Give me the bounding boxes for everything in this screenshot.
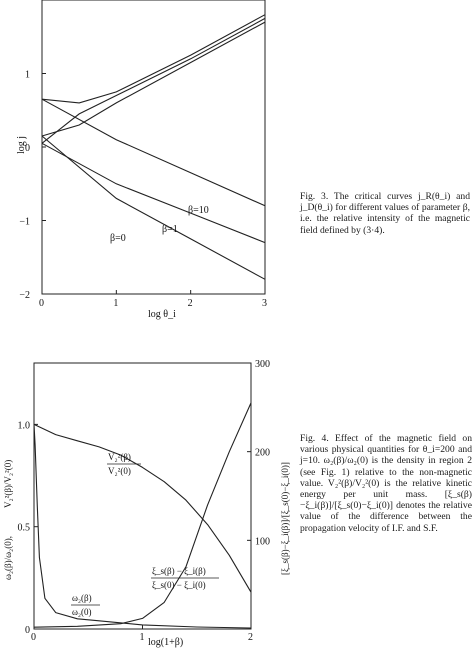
x-tick-label: 0: [39, 298, 44, 309]
figure4-xlabel: log(1+β): [148, 637, 183, 648]
figure4-curve-1: [33, 424, 252, 629]
label-xi-denominator: ξ_s(0) − ξ_i(0): [152, 580, 206, 590]
x-tick-label: 2: [188, 298, 193, 309]
figure3-ylabel: log j: [16, 136, 27, 154]
figure3-curve-2: [41, 135, 266, 280]
figure4-ylabel-left-bottom: ω₂(β)/ω₂(0),: [3, 536, 13, 580]
label-beta-0: β=0: [110, 233, 126, 244]
label-beta-1: β=1: [162, 224, 178, 235]
y-tick-label: −2: [19, 290, 30, 301]
figure4-caption-text: Fig. 4. Effect of the magnetic field on …: [300, 433, 472, 534]
figure3-curve-0: [41, 98, 266, 207]
y-left-tick-label: 0.5: [18, 523, 31, 534]
y-tick-label: 1: [25, 70, 30, 81]
figure3-curve-3: [41, 14, 266, 104]
x-tick-label: 0: [31, 632, 36, 643]
figure3-plot: 0 1 2 3 1 0 −1 −2 log j log θ_i β=10 β=1 β=0: [16, 0, 267, 320]
figure4-ylabel-left-top: V₂²(β)/V₂²(0): [3, 460, 13, 508]
x-tick-label: 2: [248, 632, 253, 643]
figure3-xlabel: log θ_i: [148, 309, 176, 320]
label-w-numerator: ω₂(β): [72, 593, 92, 603]
figure3-curve-4: [41, 17, 266, 144]
figure3-frame: [41, 0, 266, 295]
figure4-caption: Fig. 4. Effect of the magnetic field on …: [300, 433, 472, 534]
label-v-denominator: V₂²(0): [108, 466, 131, 476]
figure4-frame: [33, 362, 252, 630]
y-right-tick-label: 300: [255, 359, 270, 370]
x-tick-label: 3: [262, 298, 267, 309]
figure3-caption-text: Fig. 3. The critical curves j_R(θ_i) and…: [300, 191, 470, 236]
figure4-ylabel-right: [ξ_s(β)−ξ_i(β)]/[ξ_s(0)−ξ_i(0)]: [280, 462, 290, 575]
y-right-tick-label: 200: [255, 448, 270, 459]
y-tick-label: 0: [25, 143, 30, 154]
y-left-tick-label: 0: [25, 625, 30, 636]
x-tick-label: 1: [140, 632, 145, 643]
x-tick-label: 1: [113, 298, 118, 309]
y-tick-label: −1: [19, 217, 30, 228]
figure3-curve-1: [41, 142, 266, 244]
figure4-plot: 0 1 2 1.0 0.5 0 300 200 100 log(1+β) V₂²(β)/V₂²(…: [3, 359, 290, 648]
figure4-curve-2: [33, 402, 252, 628]
label-beta-10: β=10: [188, 205, 209, 216]
label-w-denominator: ω₂(0): [72, 607, 92, 617]
y-left-tick-label: 1.0: [18, 420, 31, 431]
y-right-tick-label: 100: [255, 536, 270, 547]
figure3-curve-5: [41, 21, 266, 137]
figure3-caption: Fig. 3. The critical curves j_R(θ_i) and…: [300, 191, 470, 236]
figure4-curve-0: [33, 423, 252, 593]
label-v-numerator: V₂²(β): [108, 452, 131, 462]
label-xi-numerator: ξ_s(β) − ξ_i(β): [152, 566, 206, 576]
